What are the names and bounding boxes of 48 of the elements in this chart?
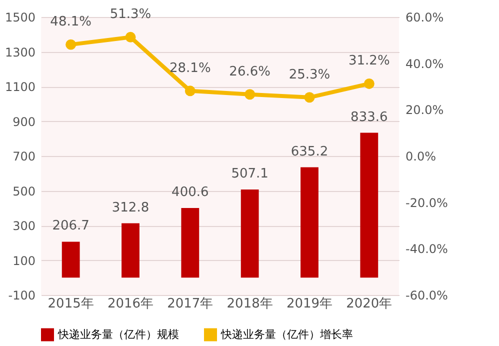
y-tick-label: 1500 [4,10,36,24]
data-label: 312.8 [112,200,150,216]
x-tick-label: 2016年 [107,296,154,312]
bar [240,190,259,278]
point [66,39,76,50]
y-tick-label: -100 [8,288,36,302]
y2-tick-label: -20.0% [406,196,448,210]
data-label: 31.2% [348,54,390,69]
y2-tick-label: 0.0% [406,150,436,164]
data-label: 26.6% [229,64,270,80]
y-tick-label: 500 [12,184,36,198]
x-tick-label: 2017年 [167,296,214,312]
y-tick-label: 700 [12,150,36,164]
x-tick-label: 2019年 [286,296,333,312]
point [304,92,315,103]
data-label: 833.6 [350,110,388,125]
bar [181,208,200,278]
x-tick-label: 2015年 [48,296,94,312]
data-label: 51.3% [110,7,152,22]
y2-tick-label: 20.0% [406,103,444,118]
y2-tick-label: -40.0% [406,242,448,256]
point [244,89,256,100]
data-label: 48.1% [50,14,92,30]
data-label: 25.3% [288,67,330,82]
y-tick-label: 100 [12,254,36,268]
y2-tick-label: 60.0% [406,10,444,24]
y-tick-label: 1100 [4,80,36,94]
data-label: 28.1% [170,60,211,76]
y2-tick-label: -60.0% [406,288,448,302]
point [364,78,374,89]
data-label: 206.7 [52,218,90,234]
point [184,86,196,96]
y-tick-label: 1300 [4,45,36,60]
legend-label: 快递业务量（亿件）规模 [57,328,179,341]
y-tick-label: 300 [12,219,36,233]
data-label: 635.2 [290,144,328,160]
bar [360,132,378,278]
bar [122,223,140,278]
bar [300,167,318,278]
point [125,32,136,42]
data-label: 507.1 [231,166,268,182]
y-tick-label: 900 [12,114,36,129]
bar [62,242,80,278]
x-tick-label: 2018年 [226,296,273,312]
x-tick-label: 2020年 [346,296,392,312]
y2-tick-label: 40.0% [406,56,444,71]
legend-label: 快递业务量（亿件）增长率 [220,328,353,341]
data-label: 400.6 [172,185,209,200]
